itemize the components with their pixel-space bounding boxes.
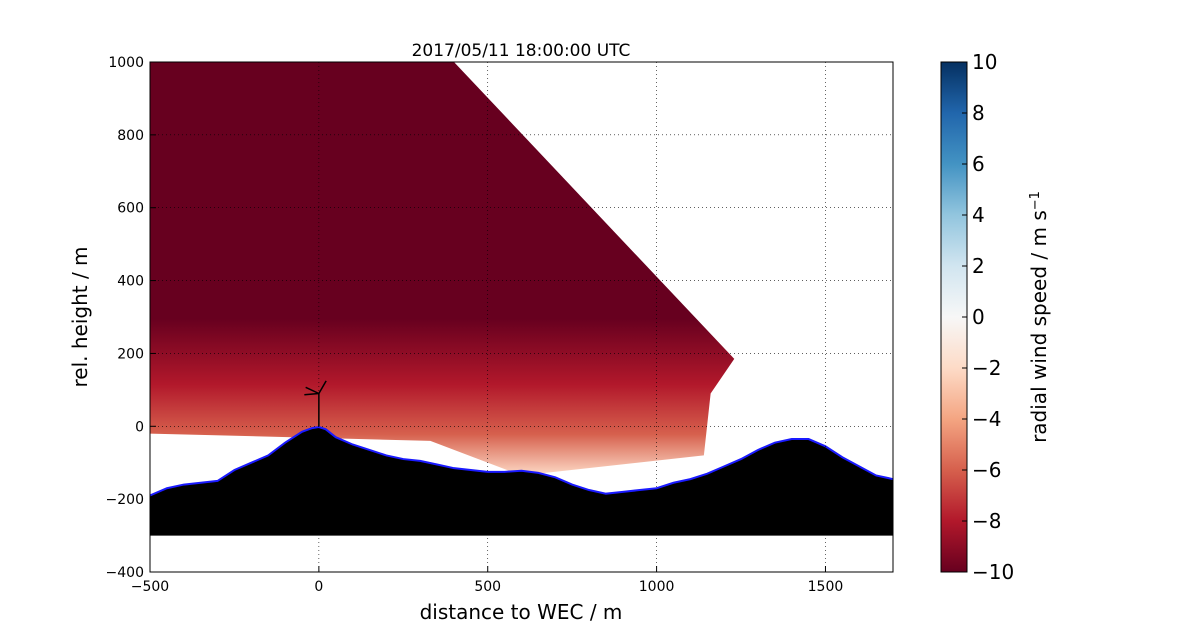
colorbar-tick-label: 4 [972, 203, 985, 227]
y-tick-label: 0 [135, 419, 144, 435]
x-tick-label: −500 [131, 579, 169, 595]
x-axis-label: distance to WEC / m [420, 600, 623, 624]
y-tick-label: 600 [117, 201, 144, 217]
x-tick-label: 1500 [808, 579, 844, 595]
colorbar-tick-label: −6 [972, 458, 1001, 482]
colorbar-tick-label: −10 [972, 560, 1014, 584]
chart-title: 2017/05/11 18:00:00 UTC [412, 41, 631, 61]
y-tick-label: 1000 [108, 55, 144, 71]
scan-sector [150, 62, 735, 476]
colorbar-tick-label: 10 [972, 50, 997, 74]
terrain [150, 427, 893, 536]
grid-lines [150, 62, 893, 572]
y-axis: −400 −200 0 200 400 600 800 1000 [106, 55, 156, 581]
y-tick-label: −200 [106, 492, 144, 508]
colorbar-tick-label: −4 [972, 407, 1001, 431]
y-tick-label: −400 [106, 565, 144, 581]
y-tick-label: 800 [117, 128, 144, 144]
y-tick-label: 200 [117, 346, 144, 362]
plot-area: −500 0 500 1000 1500 −400 −200 0 200 400 600 800 10… [106, 55, 894, 595]
colorbar-tick-label: 6 [972, 152, 985, 176]
colorbar: −10 −8 −6 −4 −2 0 2 4 6 8 10 radial wind speed / m… [940, 50, 1051, 584]
x-axis: −500 0 500 1000 1500 [131, 566, 844, 595]
plot-frame [149, 61, 894, 573]
x-tick-label: 0 [314, 579, 323, 595]
colorbar-ticks: −10 −8 −6 −4 −2 0 2 4 6 8 10 [962, 50, 1014, 584]
colorbar-label: radial wind speed / m s−1 [1027, 191, 1051, 443]
colorbar-tick-label: 0 [972, 305, 985, 329]
colorbar-tick-label: 2 [972, 254, 985, 278]
x-tick-label: 1000 [639, 579, 675, 595]
y-axis-label: rel. height / m [68, 246, 92, 387]
terrain-outline [150, 425, 893, 497]
turbine-blade [318, 380, 327, 394]
turbine-blade [305, 386, 320, 395]
colorbar-tick-label: −2 [972, 356, 1001, 380]
colorbar-tick-label: 8 [972, 101, 985, 125]
turbine-blade [304, 392, 319, 396]
y-tick-label: 400 [117, 274, 144, 290]
colorbar-tick-label: −8 [972, 509, 1001, 533]
turbine [304, 380, 327, 427]
x-tick-label: 500 [474, 579, 501, 595]
